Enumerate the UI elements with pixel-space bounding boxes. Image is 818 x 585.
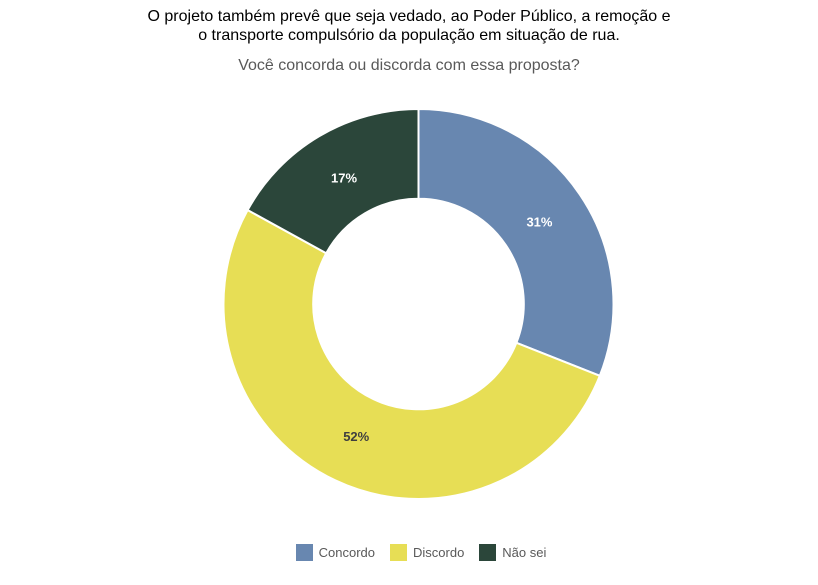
legend-label-discordo: Discordo bbox=[413, 545, 465, 560]
chart-title: O projeto também prevê que seja vedado, … bbox=[0, 7, 818, 45]
chart-subtitle: Você concorda ou discorda com essa propo… bbox=[238, 57, 580, 74]
legend-swatch-concordo bbox=[295, 544, 313, 561]
legend-swatch-discordo bbox=[390, 544, 407, 561]
legend-item-nao-sei[interactable]: Não sei bbox=[479, 544, 546, 561]
legend-label-nao-sei: Não sei bbox=[502, 545, 547, 560]
donut-slice-nao-sei[interactable] bbox=[246, 108, 420, 255]
legend-label-concordo: Concordo bbox=[318, 545, 375, 560]
chart-legend: Concordo Discordo Não sei bbox=[12, 544, 818, 561]
donut-slice-concordo[interactable] bbox=[417, 108, 615, 377]
slice-value-label-nao-sei: 17% bbox=[331, 171, 357, 186]
legend-item-discordo[interactable]: Discordo bbox=[390, 544, 464, 561]
legend-item-concordo[interactable]: Concordo bbox=[295, 544, 375, 561]
chart-title-line2: o transporte compulsório da população em… bbox=[198, 27, 620, 44]
chart-title-line1: O projeto também prevê que seja vedado, … bbox=[147, 8, 671, 25]
legend-swatch-nao-sei bbox=[479, 544, 497, 561]
slice-value-label-discordo: 52% bbox=[343, 429, 369, 444]
donut-slice-discordo[interactable] bbox=[222, 209, 601, 500]
slice-value-label-concordo: 31% bbox=[526, 214, 552, 229]
